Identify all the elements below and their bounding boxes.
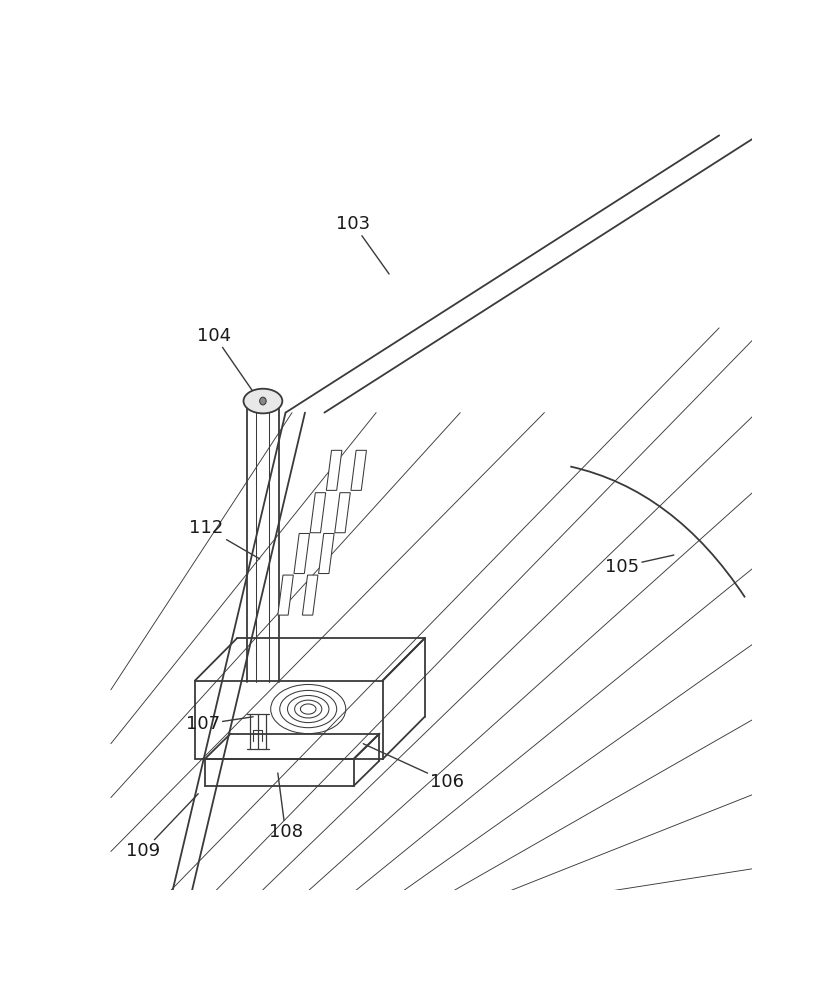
Text: 108: 108 xyxy=(269,773,302,841)
Text: 112: 112 xyxy=(190,519,260,559)
Ellipse shape xyxy=(244,389,282,413)
Polygon shape xyxy=(278,575,293,615)
Circle shape xyxy=(260,397,266,405)
Polygon shape xyxy=(319,533,334,574)
Polygon shape xyxy=(310,493,326,533)
Polygon shape xyxy=(351,450,367,490)
Text: 109: 109 xyxy=(126,794,198,860)
Text: 104: 104 xyxy=(197,327,265,409)
Text: 107: 107 xyxy=(185,715,253,733)
Text: 103: 103 xyxy=(337,215,389,274)
Text: 105: 105 xyxy=(605,555,674,576)
Text: 106: 106 xyxy=(363,744,464,791)
Polygon shape xyxy=(335,493,351,533)
Polygon shape xyxy=(302,575,318,615)
Polygon shape xyxy=(326,450,342,490)
Polygon shape xyxy=(294,533,310,574)
